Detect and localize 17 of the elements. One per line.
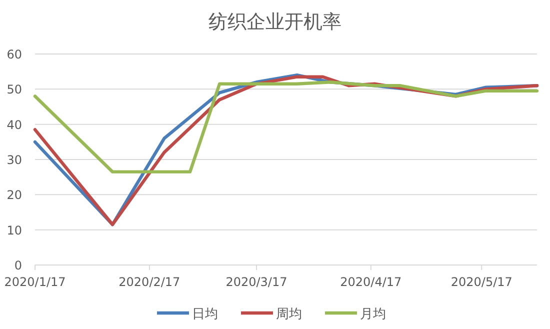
y-tick-label: 40 xyxy=(6,118,22,132)
x-tick-label: 2020/3/17 xyxy=(226,275,288,289)
chart-title: 纺织企业开机率 xyxy=(208,11,342,33)
legend-label: 月均 xyxy=(360,307,386,322)
y-tick-label: 20 xyxy=(6,188,22,202)
y-tick-label: 30 xyxy=(6,153,22,167)
line-series xyxy=(33,80,539,174)
x-tick-label: 2020/1/17 xyxy=(4,275,66,289)
legend-label: 日均 xyxy=(192,307,218,322)
y-tick-label: 0 xyxy=(14,258,22,272)
x-tick-label: 2020/2/17 xyxy=(118,275,180,289)
y-tick-label: 10 xyxy=(6,223,22,238)
legend-label: 周均 xyxy=(276,307,302,322)
y-tick-label: 60 xyxy=(6,48,22,62)
x-tick-label: 2020/4/17 xyxy=(340,275,402,289)
y-tick-label: 50 xyxy=(6,82,22,97)
x-tick-label: 2020/5/17 xyxy=(450,275,512,289)
